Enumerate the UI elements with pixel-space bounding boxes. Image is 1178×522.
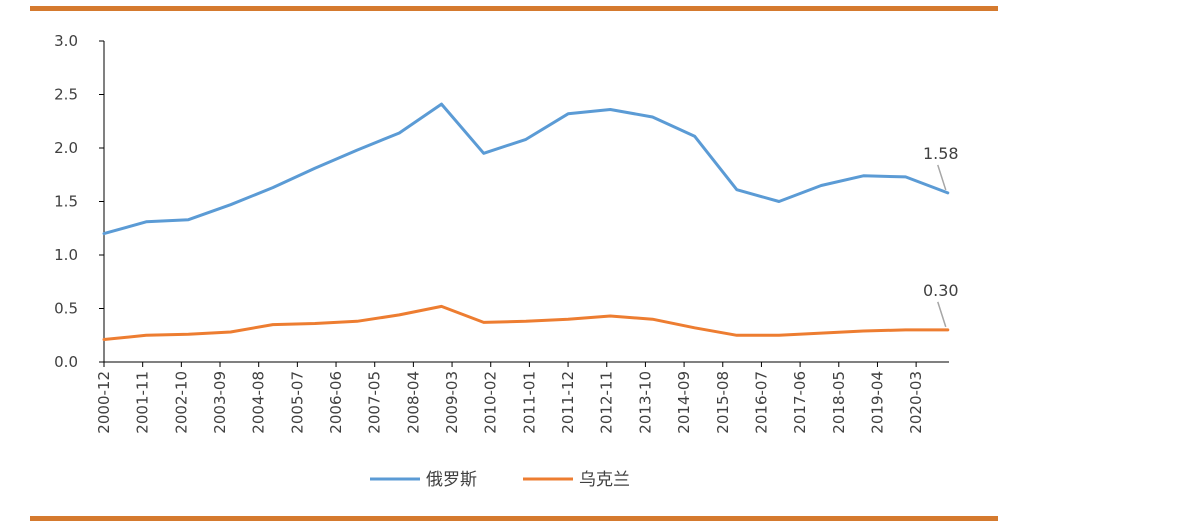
bottom-rule bbox=[30, 516, 998, 521]
x-tick-label: 2020-03 bbox=[907, 371, 925, 434]
x-tick-label: 2002-10 bbox=[172, 371, 190, 434]
x-tick-label: 2000-12 bbox=[95, 371, 113, 434]
annotation-label: 1.58 bbox=[923, 144, 959, 163]
series-line-russia bbox=[102, 102, 950, 236]
x-tick-label: 2001-11 bbox=[134, 371, 152, 434]
x-tick-label: 2006-06 bbox=[327, 371, 345, 434]
x-tick-label: 2010-02 bbox=[482, 371, 500, 434]
x-axis: 2000-12 2001-11 2002-10 2003-09 2004-08 2005-… bbox=[95, 361, 949, 434]
x-tick-label: 2008-04 bbox=[404, 371, 422, 434]
x-tick-label: 2007-05 bbox=[366, 371, 384, 434]
annotation-leader-line bbox=[937, 301, 947, 328]
annotation-leader-line bbox=[937, 164, 947, 191]
annotations: 1.58 0.30 bbox=[923, 144, 959, 328]
x-tick-label: 2013-10 bbox=[636, 371, 654, 434]
annotation-label: 0.30 bbox=[923, 281, 959, 300]
y-tick-label: 0.0 bbox=[54, 353, 78, 371]
y-tick-label: 1.0 bbox=[54, 246, 78, 264]
x-tick-label: 2019-04 bbox=[868, 371, 886, 434]
y-tick-label: 2.0 bbox=[54, 139, 78, 157]
x-tick-label: 2018-05 bbox=[830, 371, 848, 434]
x-tick-label: 2014-09 bbox=[675, 371, 693, 434]
y-tick-label: 3.0 bbox=[54, 32, 78, 50]
y-tick-label: 1.5 bbox=[54, 193, 78, 211]
series-line-ukraine bbox=[102, 304, 950, 341]
x-tick-label: 2015-08 bbox=[714, 371, 732, 434]
series-lines bbox=[102, 102, 950, 341]
legend-label: 俄罗斯 bbox=[426, 470, 477, 490]
legend: 俄罗斯 乌克兰 bbox=[370, 470, 630, 490]
legend-label: 乌克兰 bbox=[579, 470, 630, 490]
y-axis: 0.0 0.5 1.0 1.5 2.0 2.5 3.0 bbox=[54, 32, 105, 371]
x-tick-label: 2017-06 bbox=[791, 371, 809, 434]
y-tick-label: 2.5 bbox=[54, 86, 78, 104]
x-tick-label: 2011-12 bbox=[559, 371, 577, 434]
x-tick-label: 2004-08 bbox=[250, 371, 268, 434]
x-tick-label: 2012-11 bbox=[598, 371, 616, 434]
x-tick-label: 2011-01 bbox=[520, 371, 538, 434]
y-tick-label: 0.5 bbox=[54, 300, 78, 318]
top-rule bbox=[30, 6, 998, 11]
x-tick-label: 2003-09 bbox=[211, 371, 229, 434]
x-tick-label: 2005-07 bbox=[288, 371, 306, 434]
x-tick-label: 2016-07 bbox=[752, 371, 770, 434]
x-tick-label: 2009-03 bbox=[443, 371, 461, 434]
